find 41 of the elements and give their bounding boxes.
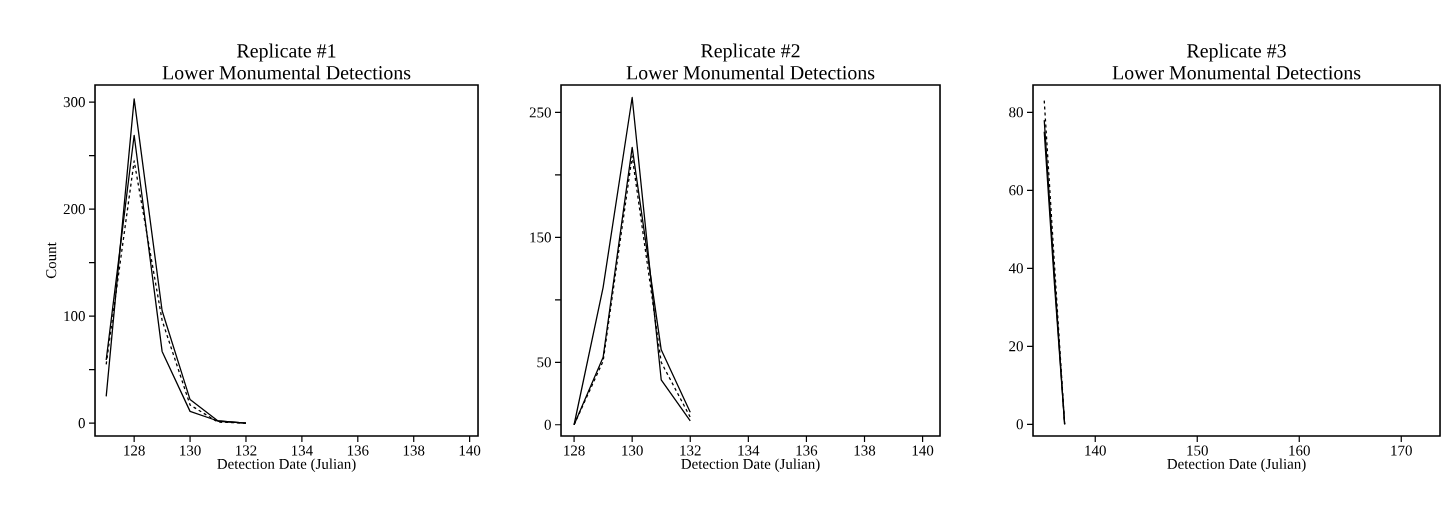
y-tick-label: 60 [1009, 185, 1023, 196]
x-tick-label: 134 [292, 445, 313, 456]
y-tick-label: 0 [1016, 419, 1023, 430]
x-tick-label: 160 [1289, 445, 1310, 456]
y-tick-label: 20 [1009, 341, 1023, 352]
y-tick-label: 50 [537, 357, 551, 368]
x-tick-label: 140 [912, 445, 934, 456]
y-axis-title: Count [46, 242, 57, 279]
x-tick-label: 136 [347, 445, 369, 456]
x-tick-label: 130 [622, 445, 643, 456]
x-tick-label: 132 [680, 445, 701, 456]
x-tick-label: 138 [403, 445, 425, 456]
x-tick-label: 138 [854, 445, 876, 456]
y-tick-label: 0 [78, 418, 85, 429]
chart-subtitle: Lower Monumental Detections [162, 65, 411, 80]
chart-title: Replicate #1 [237, 43, 336, 62]
x-tick-label: 170 [1391, 445, 1412, 456]
y-tick-label: 300 [63, 97, 85, 108]
x-tick-label: 128 [564, 445, 585, 456]
x-tick-label: 134 [738, 445, 760, 456]
x-tick-label: 150 [1187, 445, 1208, 456]
y-tick-label: 40 [1008, 263, 1023, 274]
x-axis-title: Detection Date (Julian) [1167, 458, 1306, 472]
x-tick-label: 140 [459, 445, 481, 456]
x-tick-label: 136 [796, 445, 818, 456]
y-tick-label: 0 [544, 419, 551, 430]
x-tick-label: 128 [124, 445, 145, 456]
chart-subtitle: Lower Monumental Detections [626, 65, 875, 80]
chart-title: Replicate #3 [1187, 43, 1286, 62]
y-tick-label: 150 [530, 232, 551, 243]
x-axis-title: Detection Date (Julian) [217, 458, 356, 472]
y-tick-label: 200 [63, 204, 85, 215]
y-tick-label: 250 [529, 107, 551, 118]
y-tick-label: 100 [64, 311, 85, 322]
chart-subtitle: Lower Monumental Detections [1112, 65, 1361, 80]
x-tick-label: 130 [180, 445, 201, 456]
x-tick-label: 140 [1085, 445, 1106, 456]
chart-title: Replicate #2 [701, 43, 800, 62]
x-tick-label: 132 [236, 445, 257, 456]
x-axis-title: Detection Date (Julian) [681, 458, 820, 472]
y-tick-label: 80 [1009, 107, 1023, 118]
